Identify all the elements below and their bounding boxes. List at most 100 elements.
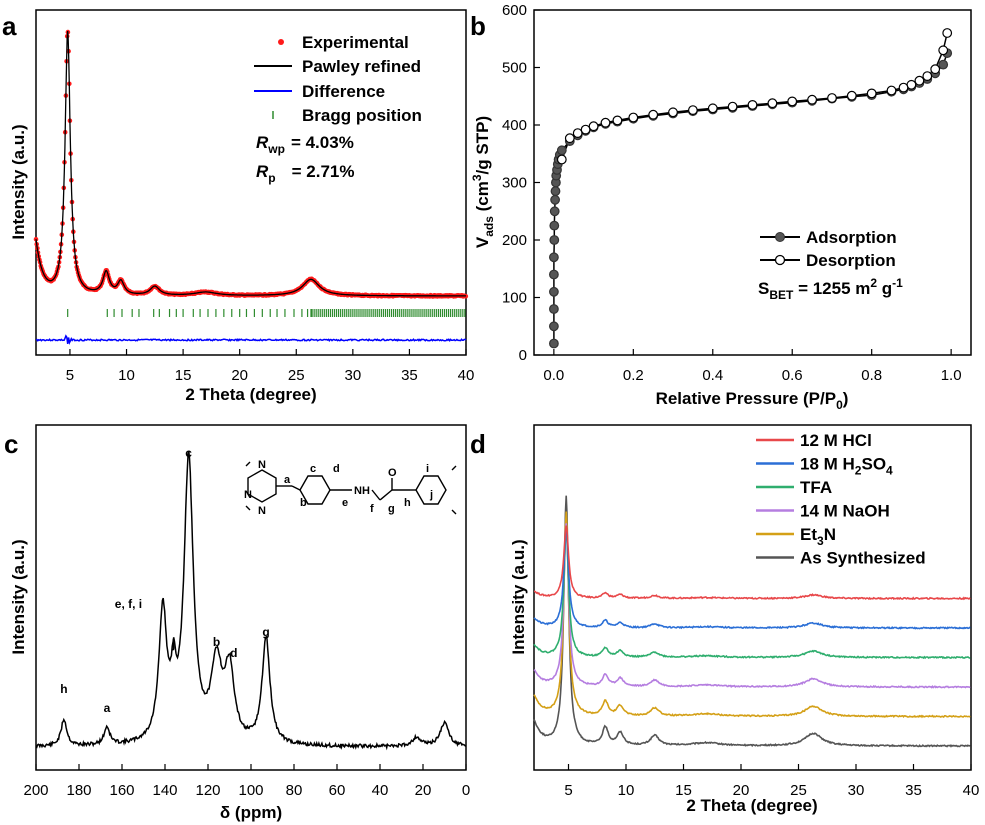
struct-b: b [300,497,307,509]
desorption-point [612,115,623,126]
panel-b-ylabel-sup: 3 [470,174,484,181]
panel-d: d 5 10 15 20 25 30 35 40 2 Theta (degree) Inten… [470,424,979,815]
legend-adsorption: Adsorption [806,228,897,247]
struct-n2: N [244,489,252,501]
desorption-point [866,88,877,99]
desorption-point [588,121,599,132]
adsorption-point [549,235,560,245]
panel-c-xlabel: δ (ppm) [220,803,282,822]
bond-f [371,489,381,501]
legend-difference: Difference [302,82,385,101]
panel-a-frame [35,9,467,356]
legend-desorption-marker [774,254,786,266]
panel-d-x-ticks: 5 10 15 20 25 30 35 40 [564,764,979,799]
a-xtick-label: 20 [231,367,248,384]
struct-h: h [404,497,411,509]
d-xtick-label: 40 [963,782,980,799]
b-ytick-label: 0 [519,347,527,364]
c-xtick-label: 60 [329,782,346,799]
d-legend-sub2: 4 [886,464,893,478]
d-xtick-label: 5 [564,782,572,799]
a-xtick-label: 10 [118,367,135,384]
b-xtick-label: 0.0 [543,367,564,384]
adsorption-point [549,321,559,332]
panel-a-xlabel: 2 Theta (degree) [185,385,316,404]
legend-experimental-marker [278,39,284,45]
panel-a: a 5 10 15 20 25 30 35 40 2 Theta (degree) Inten… [2,9,474,404]
rp-symbol: R [256,162,269,181]
desorption-point [556,154,567,165]
panel-b-y-ticks: 0 100 200 300 400 500 600 [502,2,540,364]
adsorption-point [549,338,559,349]
a-xtick-label: 30 [344,367,361,384]
panel-b-xlabel: Relative Pressure (P/P0) [656,389,849,412]
desorption-point [747,99,758,110]
adsorption-point [549,252,559,263]
b-ytick-label: 600 [502,2,527,19]
desorption-point [727,101,738,112]
a-xtick-label: 15 [175,367,192,384]
pxrd-trace [533,511,971,719]
struct-a: a [284,474,291,486]
triazine-ring [247,469,277,503]
bond-ring [291,485,301,491]
panel-c-x-ticks: 200 180 160 140 120 100 80 60 40 20 0 [23,764,470,799]
desorption-point [600,117,611,128]
peak-label: b [213,635,220,649]
d-legend-label: 12 M HCl [800,431,872,450]
adsorption-point [549,286,559,297]
b-xtick-label: 0.6 [782,367,803,384]
desorption-point [628,112,639,123]
adsorption-point [938,59,949,70]
adsorption-point [549,304,559,314]
d-legend-main: 12 M HCl [800,431,872,450]
b-ytick-label: 300 [502,175,527,192]
d-legend-sub: 2 [855,464,862,478]
b-xtick-label: 0.8 [861,367,882,384]
d-legend-main: 18 M H [800,455,855,474]
panel-a-x-ticks: 5 10 15 20 25 30 35 40 [66,349,474,384]
adsorption-point [549,206,560,217]
adsorption-point [549,269,559,280]
rp-value: = 2.71% [292,162,355,181]
panel-b-label: b [470,11,486,41]
panel-c-plot [35,451,467,751]
struct-n1: N [258,459,266,471]
d-xtick-label: 15 [675,782,692,799]
panel-b-x-ticks: 0.0 0.2 0.4 0.6 0.8 1.0 [543,349,962,384]
chemical-structure [245,461,457,515]
peak-label: e, f, i [115,597,142,611]
b-xtick-label: 1.0 [941,367,962,384]
d-legend-main: TFA [800,478,832,497]
desorption-point [922,71,933,81]
c-xtick-label: 120 [195,782,220,799]
peak-label: j [171,637,175,651]
legend-adsorption-marker [775,232,785,242]
struct-c: c [310,463,316,475]
pxrd-trace [533,525,971,601]
desorption-point [767,98,778,109]
desorption-point [707,103,718,114]
panel-a-label: a [2,11,17,41]
legend-bragg: Bragg position [302,106,422,125]
legend-pawley: Pawley refined [302,57,421,76]
panel-b-ylabel-end: /g STP) [473,116,492,175]
panel-c: c 200 180 160 140 120 100 80 60 40 20 0 δ (ppm) In… [4,424,470,822]
legend-experimental: Experimental [302,33,409,52]
panel-a-ylabel: Intensity (a.u.) [9,124,28,239]
panel-b-frame [533,9,972,356]
peak-label: g [262,625,269,639]
desorption-point [846,90,857,101]
panel-b-xlabel-end: ) [843,389,849,408]
d-legend-main: 14 M NaOH [800,502,890,521]
d-xtick-label: 25 [790,782,807,799]
panel-b-xlabel-sub: 0 [836,398,843,412]
desorption-point [787,96,798,107]
pawley-line [35,31,466,297]
panel-d-xlabel: 2 Theta (degree) [686,796,817,815]
panel-b-ylabel-main: V [473,236,492,248]
panel-c-peak-labels: h a e, f, i j c bd g [60,446,269,715]
rp-sub: p [268,171,275,185]
d-legend-end: SO [861,455,886,474]
